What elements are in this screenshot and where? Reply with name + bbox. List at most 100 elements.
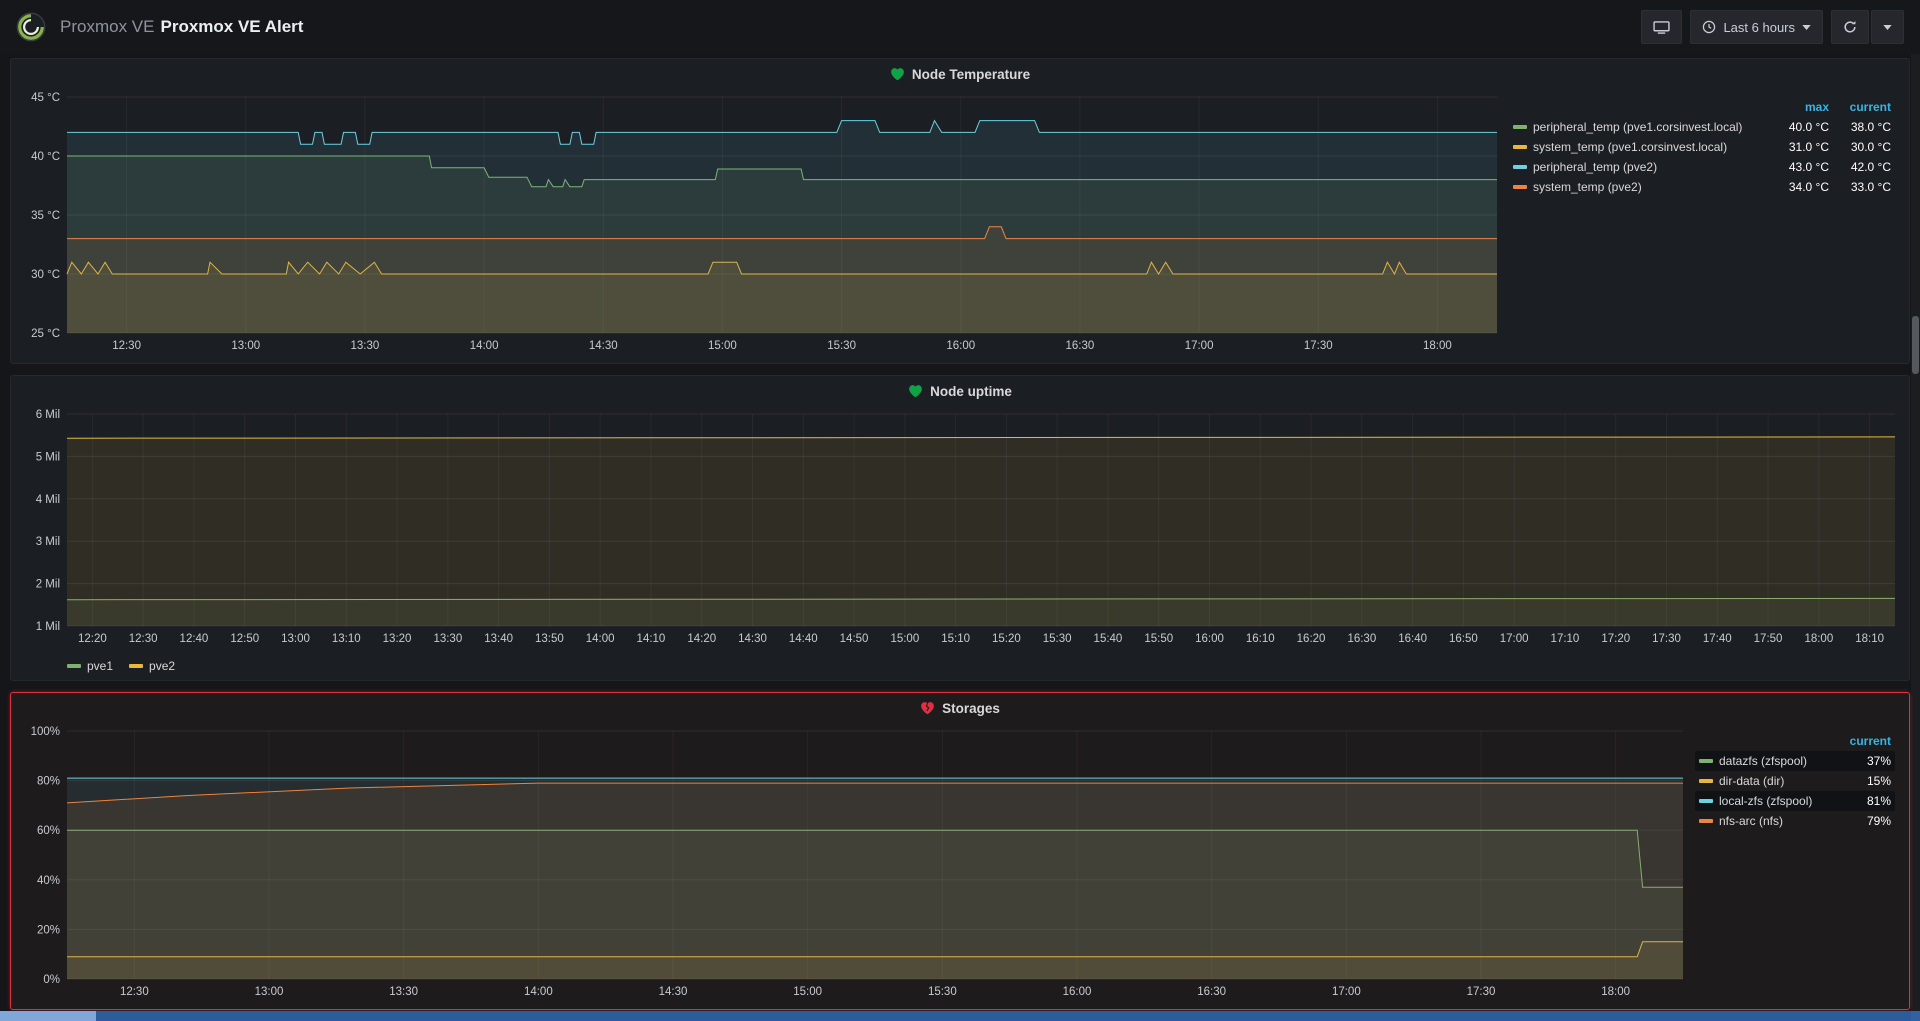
svg-text:35 °C: 35 °C bbox=[31, 210, 60, 222]
refresh-interval-dropdown[interactable] bbox=[1871, 10, 1904, 44]
svg-text:15:00: 15:00 bbox=[708, 340, 737, 352]
svg-text:0%: 0% bbox=[43, 974, 60, 986]
node-temperature-chart[interactable]: 25 °C 30 °C 35 °C 40 °C 45 °C 12:30 13:00 13:30… bbox=[15, 89, 1503, 357]
svg-text:25 °C: 25 °C bbox=[31, 328, 60, 340]
series-color-icon bbox=[67, 664, 81, 668]
svg-text:17:00: 17:00 bbox=[1500, 633, 1529, 645]
svg-text:13:10: 13:10 bbox=[332, 633, 361, 645]
svg-text:15:30: 15:30 bbox=[1043, 633, 1072, 645]
chevron-down-icon bbox=[1883, 24, 1892, 30]
clock-icon bbox=[1702, 20, 1716, 34]
grafana-logo-icon[interactable] bbox=[16, 12, 46, 42]
navbar-controls: Last 6 hours bbox=[1641, 10, 1904, 44]
svg-text:17:00: 17:00 bbox=[1185, 340, 1214, 352]
svg-text:12:30: 12:30 bbox=[120, 986, 149, 998]
svg-text:17:50: 17:50 bbox=[1754, 633, 1783, 645]
svg-text:17:40: 17:40 bbox=[1703, 633, 1732, 645]
svg-text:60%: 60% bbox=[37, 825, 60, 837]
svg-text:40%: 40% bbox=[37, 875, 60, 887]
time-range-label: Last 6 hours bbox=[1723, 19, 1795, 35]
refresh-button-group bbox=[1831, 10, 1904, 44]
legend-item[interactable]: datazfs (zfspool) 37% bbox=[1695, 751, 1895, 771]
tv-mode-button[interactable] bbox=[1641, 10, 1683, 44]
svg-text:16:30: 16:30 bbox=[1347, 633, 1376, 645]
svg-text:13:30: 13:30 bbox=[389, 986, 418, 998]
svg-text:16:30: 16:30 bbox=[1066, 340, 1095, 352]
node-uptime-legend: pve1 pve2 bbox=[15, 655, 1901, 675]
svg-text:16:10: 16:10 bbox=[1246, 633, 1275, 645]
svg-text:17:20: 17:20 bbox=[1601, 633, 1630, 645]
legend-header: current bbox=[1849, 734, 1891, 748]
svg-text:17:00: 17:00 bbox=[1332, 986, 1361, 998]
svg-text:14:30: 14:30 bbox=[659, 986, 688, 998]
series-color-icon bbox=[1513, 185, 1527, 189]
legend-item[interactable]: dir-data (dir) 15% bbox=[1695, 771, 1895, 791]
panel-body: 0% 20% 40% 60% 80% 100% 12:30 13:00 13:30 14:00 14… bbox=[11, 723, 1909, 1009]
panel-title-text: Storages bbox=[942, 700, 1000, 716]
series-color-icon bbox=[1513, 165, 1527, 169]
svg-text:14:00: 14:00 bbox=[586, 633, 615, 645]
svg-text:14:30: 14:30 bbox=[738, 633, 767, 645]
scrollbar-thumb[interactable] bbox=[1912, 316, 1919, 374]
legend-item[interactable]: pve1 bbox=[67, 657, 113, 675]
panel-title-node-uptime[interactable]: Node uptime bbox=[11, 376, 1909, 406]
svg-text:15:20: 15:20 bbox=[992, 633, 1021, 645]
node-temperature-legend: max current peripheral_temp (pve1.corsinve… bbox=[1503, 89, 1901, 357]
breadcrumb[interactable]: Proxmox VE bbox=[60, 17, 155, 36]
legend-header: max current bbox=[1804, 100, 1891, 114]
svg-text:16:40: 16:40 bbox=[1398, 633, 1427, 645]
legend-item[interactable]: local-zfs (zfspool) 81% bbox=[1695, 791, 1895, 811]
page-scrollbar[interactable] bbox=[1911, 54, 1920, 1021]
svg-text:13:20: 13:20 bbox=[383, 633, 412, 645]
series-color-icon bbox=[1699, 759, 1713, 763]
storages-chart[interactable]: 0% 20% 40% 60% 80% 100% 12:30 13:00 13:30 14:00 14… bbox=[15, 723, 1689, 1003]
svg-text:30 °C: 30 °C bbox=[31, 269, 60, 281]
svg-text:18:00: 18:00 bbox=[1601, 986, 1630, 998]
dashboard-title[interactable]: Proxmox VE Alert bbox=[160, 17, 304, 36]
svg-text:15:40: 15:40 bbox=[1094, 633, 1123, 645]
svg-text:16:20: 16:20 bbox=[1297, 633, 1326, 645]
svg-text:18:10: 18:10 bbox=[1855, 633, 1884, 645]
legend-item[interactable]: peripheral_temp (pve1.corsinvest.local) 4… bbox=[1509, 117, 1895, 137]
refresh-icon bbox=[1843, 20, 1857, 34]
panel-title-storages[interactable]: Storages bbox=[11, 693, 1909, 723]
svg-text:12:50: 12:50 bbox=[230, 633, 259, 645]
svg-text:15:10: 15:10 bbox=[941, 633, 970, 645]
svg-text:16:00: 16:00 bbox=[1195, 633, 1224, 645]
series-color-icon bbox=[129, 664, 144, 668]
svg-text:45 °C: 45 °C bbox=[31, 92, 60, 104]
panel-title-text: Node uptime bbox=[930, 383, 1012, 399]
svg-text:15:00: 15:00 bbox=[793, 986, 822, 998]
svg-text:17:10: 17:10 bbox=[1551, 633, 1580, 645]
svg-text:6 Mil: 6 Mil bbox=[36, 409, 60, 421]
panel-title-text: Node Temperature bbox=[911, 66, 1031, 82]
svg-text:15:30: 15:30 bbox=[827, 340, 856, 352]
legend-item[interactable]: system_temp (pve1.corsinvest.local) 31.0 … bbox=[1509, 137, 1895, 157]
svg-text:40 °C: 40 °C bbox=[31, 151, 60, 163]
svg-text:14:00: 14:00 bbox=[470, 340, 499, 352]
panel-storages: Storages 0% 20% 40% 60% 80% 100% 12:30 13:00 13:… bbox=[10, 692, 1910, 1010]
legend-item[interactable]: nfs-arc (nfs) 79% bbox=[1695, 811, 1895, 831]
bottom-blue-strip bbox=[0, 1011, 1920, 1021]
legend-item[interactable]: pve2 bbox=[129, 657, 175, 675]
node-uptime-chart[interactable]: 1 Mil 2 Mil 3 Mil 4 Mil 5 Mil 6 Mil 12:20 12:30… bbox=[15, 406, 1901, 655]
svg-text:15:50: 15:50 bbox=[1144, 633, 1173, 645]
series-color-icon bbox=[1513, 145, 1527, 149]
svg-text:18:00: 18:00 bbox=[1423, 340, 1452, 352]
svg-text:20%: 20% bbox=[37, 924, 60, 936]
svg-text:16:00: 16:00 bbox=[946, 340, 975, 352]
health-alerting-heart-icon bbox=[920, 701, 935, 715]
legend-item[interactable]: peripheral_temp (pve2) 43.0 °C 42.0 °C bbox=[1509, 157, 1895, 177]
svg-text:1 Mil: 1 Mil bbox=[36, 621, 60, 633]
svg-text:13:30: 13:30 bbox=[433, 633, 462, 645]
refresh-button[interactable] bbox=[1831, 10, 1869, 44]
health-ok-heart-icon bbox=[890, 67, 905, 81]
panel-title-node-temperature[interactable]: Node Temperature bbox=[11, 59, 1909, 89]
time-range-picker[interactable]: Last 6 hours bbox=[1690, 10, 1823, 44]
legend-item[interactable]: system_temp (pve2) 34.0 °C 33.0 °C bbox=[1509, 177, 1895, 197]
svg-text:16:50: 16:50 bbox=[1449, 633, 1478, 645]
svg-text:18:00: 18:00 bbox=[1804, 633, 1833, 645]
svg-text:13:50: 13:50 bbox=[535, 633, 564, 645]
health-ok-heart-icon bbox=[908, 384, 923, 398]
